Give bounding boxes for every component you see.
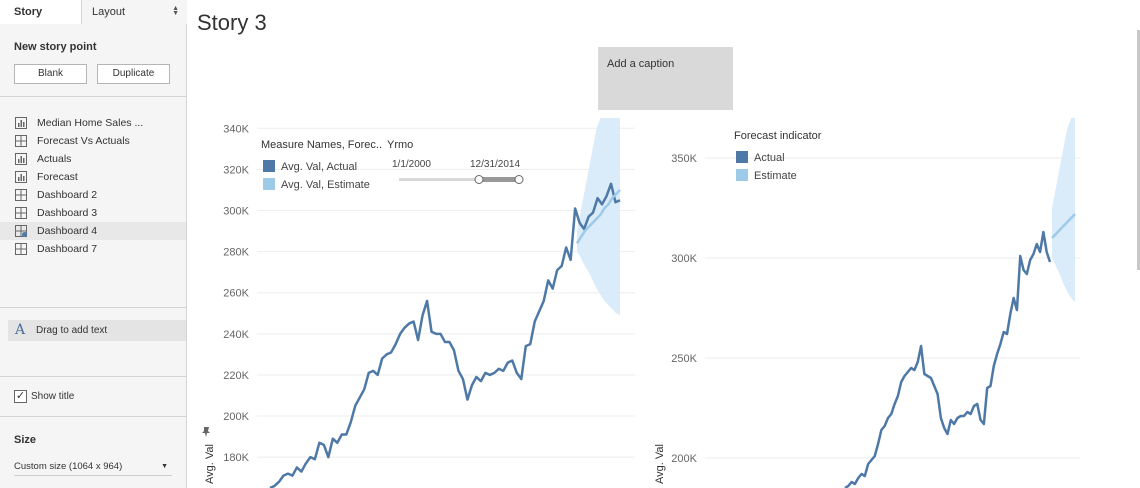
dashboard-icon (15, 243, 27, 255)
y-tick-label: 250K (671, 353, 697, 365)
y-axis-title: Avg. Val (204, 444, 216, 484)
sheet-item[interactable]: Actuals (0, 150, 186, 168)
legend-swatch (736, 169, 748, 181)
show-title-checkbox[interactable]: ✓ (14, 390, 27, 403)
legend-title: Measure Names, Forec.. (261, 139, 382, 151)
vertical-scrollbar[interactable] (1137, 30, 1140, 270)
y-tick-label: 300K (223, 206, 249, 218)
divider (0, 96, 186, 97)
dashboard-icon (15, 135, 27, 147)
y-tick-label: 200K (671, 453, 697, 465)
sheet-item[interactable]: Dashboard 2 (0, 186, 186, 204)
size-dropdown[interactable]: Custom size (1064 x 964) ▼ (14, 458, 172, 476)
sheet-list: Median Home Sales ... Forecast Vs Actuals… (0, 114, 186, 258)
sheet-item[interactable]: Forecast (0, 168, 186, 186)
sidebar-tabs: Story Layout ▲ ▼ (0, 0, 187, 24)
filter-slider-track (399, 178, 519, 181)
text-object-icon: A (15, 322, 26, 338)
duplicate-button[interactable]: Duplicate (97, 64, 170, 84)
sheet-item[interactable]: Dashboard 4 (0, 222, 186, 240)
y-tick-label: 320K (223, 164, 249, 176)
sheet-item-label: Dashboard 7 (37, 243, 98, 255)
new-story-point-heading: New story point (14, 41, 97, 53)
bar-chart-icon (15, 171, 27, 183)
legend-label: Avg. Val, Estimate (281, 179, 370, 191)
filter-slider-handle-start[interactable] (474, 175, 484, 184)
sheet-item-label: Actuals (37, 153, 72, 165)
series-line-actual (269, 182, 621, 488)
sheet-item-label: Dashboard 2 (37, 189, 98, 201)
sheet-item-label: Forecast (37, 171, 78, 183)
sheet-item-label: Dashboard 3 (37, 207, 98, 219)
drag-to-add-text-label: Drag to add text (36, 325, 108, 336)
y-tick-label: 200K (223, 411, 249, 423)
legend-title: Forecast indicator (734, 130, 822, 142)
legend-swatch (263, 178, 275, 190)
dashboard-icon (15, 225, 27, 237)
story-caption[interactable]: Add a caption (598, 47, 733, 110)
divider (0, 376, 186, 377)
tab-story[interactable]: Story (0, 0, 82, 24)
chart-forecast-indicator[interactable]: 350K 300K 250K 200K Avg. Val Forecast indicat… (650, 118, 1080, 488)
sheet-item[interactable]: Median Home Sales ... (0, 114, 186, 132)
legend-swatch (736, 151, 748, 163)
show-title-label: Show title (31, 391, 75, 402)
blank-button[interactable]: Blank (14, 64, 87, 84)
y-tick-label: 260K (223, 288, 249, 300)
series-line-actual (844, 230, 1052, 488)
legend-swatch (263, 160, 275, 172)
sheet-item-label: Forecast Vs Actuals (37, 135, 130, 147)
sheet-item[interactable]: Dashboard 3 (0, 204, 186, 222)
legend-label: Avg. Val, Actual (281, 161, 357, 173)
y-tick-label: 220K (223, 370, 249, 382)
size-dropdown-value: Custom size (1064 x 964) (14, 461, 123, 472)
y-tick-label: 350K (671, 153, 697, 165)
chart-actual-vs-estimate[interactable]: 340K 320K 300K 280K 260K 240K 220K 200K 180K Avg.… (195, 118, 645, 488)
y-tick-label: 300K (671, 253, 697, 265)
dashboard-icon (15, 207, 27, 219)
y-tick-label: 340K (223, 123, 249, 135)
y-axis-title: Avg. Val (654, 444, 666, 484)
size-heading: Size (14, 434, 37, 446)
y-tick-label: 180K (223, 452, 249, 464)
estimate-band (1052, 118, 1075, 302)
story-title[interactable]: Story 3 (197, 10, 267, 35)
sheet-item[interactable]: Forecast Vs Actuals (0, 132, 186, 150)
y-tick-label: 280K (223, 247, 249, 259)
filter-start-date: 1/1/2000 (392, 159, 431, 170)
legend-label: Estimate (754, 170, 797, 182)
tab-layout[interactable]: Layout ▲ ▼ (82, 0, 187, 24)
sheet-item-label: Dashboard 4 (37, 225, 98, 237)
pin-icon (202, 427, 210, 437)
bar-chart-icon (15, 153, 27, 165)
divider (0, 307, 186, 308)
dashboard-icon (15, 189, 27, 201)
series-line-estimate (575, 189, 621, 245)
chevron-down-icon: ▼ (161, 463, 168, 470)
legend-label: Actual (754, 152, 785, 164)
y-tick-label: 240K (223, 329, 249, 341)
drag-to-add-text[interactable]: A Drag to add text (8, 320, 186, 341)
tab-layout-label: Layout (92, 6, 126, 18)
divider (0, 416, 186, 417)
up-down-arrows-icon: ▲ ▼ (172, 5, 179, 17)
story-pane: Story Layout ▲ ▼ New story point Blank Du… (0, 0, 187, 488)
sheet-item-label: Median Home Sales ... (37, 117, 144, 129)
show-title-toggle[interactable]: ✓ Show title (14, 390, 74, 403)
filter-slider-range (479, 177, 519, 182)
sheet-item[interactable]: Dashboard 7 (0, 240, 186, 258)
filter-slider-handle-end[interactable] (514, 175, 524, 184)
filter-end-date: 12/31/2014 (470, 159, 520, 170)
bar-chart-icon (15, 117, 27, 129)
filter-title: Yrmo (387, 139, 413, 151)
series-line-estimate (1051, 213, 1076, 239)
